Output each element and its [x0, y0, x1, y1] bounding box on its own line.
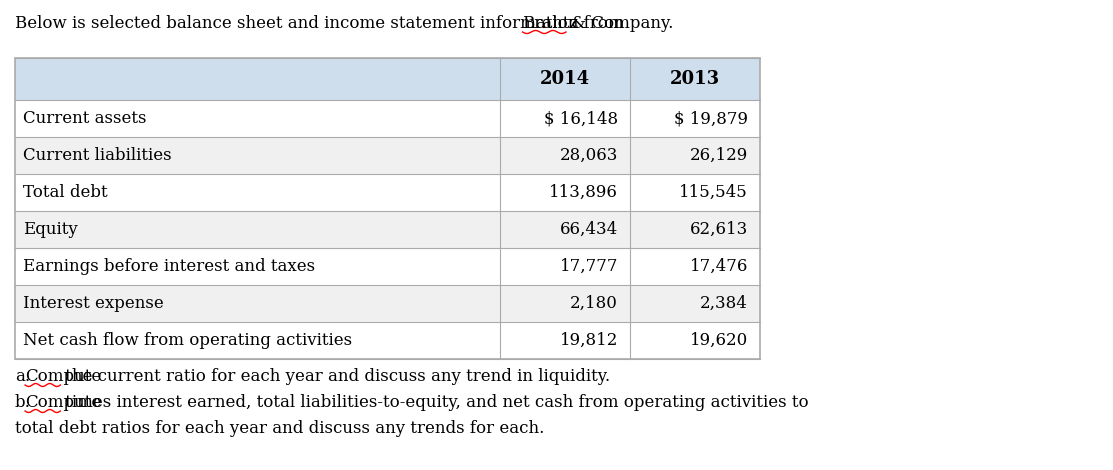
Text: Earnings before interest and taxes: Earnings before interest and taxes	[23, 258, 315, 275]
Text: times interest earned, total liabilities-to-equity, and net cash from operating : times interest earned, total liabilities…	[60, 394, 809, 411]
Text: Interest expense: Interest expense	[23, 295, 164, 312]
Text: the current ratio for each year and discuss any trend in liquidity.: the current ratio for each year and disc…	[60, 368, 611, 385]
Text: 62,613: 62,613	[690, 221, 748, 238]
Bar	[14, 174, 760, 211]
Bar	[14, 58, 760, 359]
Text: 17,476: 17,476	[690, 258, 748, 275]
Text: 2014: 2014	[540, 70, 590, 88]
Text: $ 19,879: $ 19,879	[674, 110, 748, 127]
Text: Net cash flow from operating activities: Net cash flow from operating activities	[23, 332, 352, 349]
Text: Below is selected balance sheet and income statement information from: Below is selected balance sheet and inco…	[14, 15, 629, 32]
Text: 19,812: 19,812	[560, 332, 618, 349]
Text: a.: a.	[14, 368, 30, 385]
Text: Current liabilities: Current liabilities	[23, 147, 171, 164]
Text: 2,384: 2,384	[700, 295, 748, 312]
Bar	[14, 100, 760, 137]
Text: 28,063: 28,063	[560, 147, 618, 164]
Bar	[14, 58, 760, 100]
Text: Compute: Compute	[26, 368, 101, 385]
Text: Total debt: Total debt	[23, 184, 108, 201]
Bar	[14, 211, 760, 248]
Text: 113,896: 113,896	[549, 184, 618, 201]
Bar	[14, 285, 760, 322]
Text: 2,180: 2,180	[570, 295, 618, 312]
Text: $ 16,148: $ 16,148	[544, 110, 618, 127]
Text: Brahtz: Brahtz	[522, 15, 579, 32]
Text: Current assets: Current assets	[23, 110, 147, 127]
Text: 19,620: 19,620	[690, 332, 748, 349]
Text: Equity: Equity	[23, 221, 78, 238]
Bar	[14, 322, 760, 359]
Text: total debt ratios for each year and discuss any trends for each.: total debt ratios for each year and disc…	[14, 420, 544, 437]
Text: 2013: 2013	[670, 70, 720, 88]
Text: 66,434: 66,434	[560, 221, 618, 238]
Text: 26,129: 26,129	[690, 147, 748, 164]
Bar	[14, 248, 760, 285]
Bar	[14, 137, 760, 174]
Text: Compute: Compute	[26, 394, 101, 411]
Text: 17,777: 17,777	[560, 258, 618, 275]
Text: & Company.: & Company.	[567, 15, 673, 32]
Text: b.: b.	[14, 394, 31, 411]
Text: 115,545: 115,545	[679, 184, 748, 201]
